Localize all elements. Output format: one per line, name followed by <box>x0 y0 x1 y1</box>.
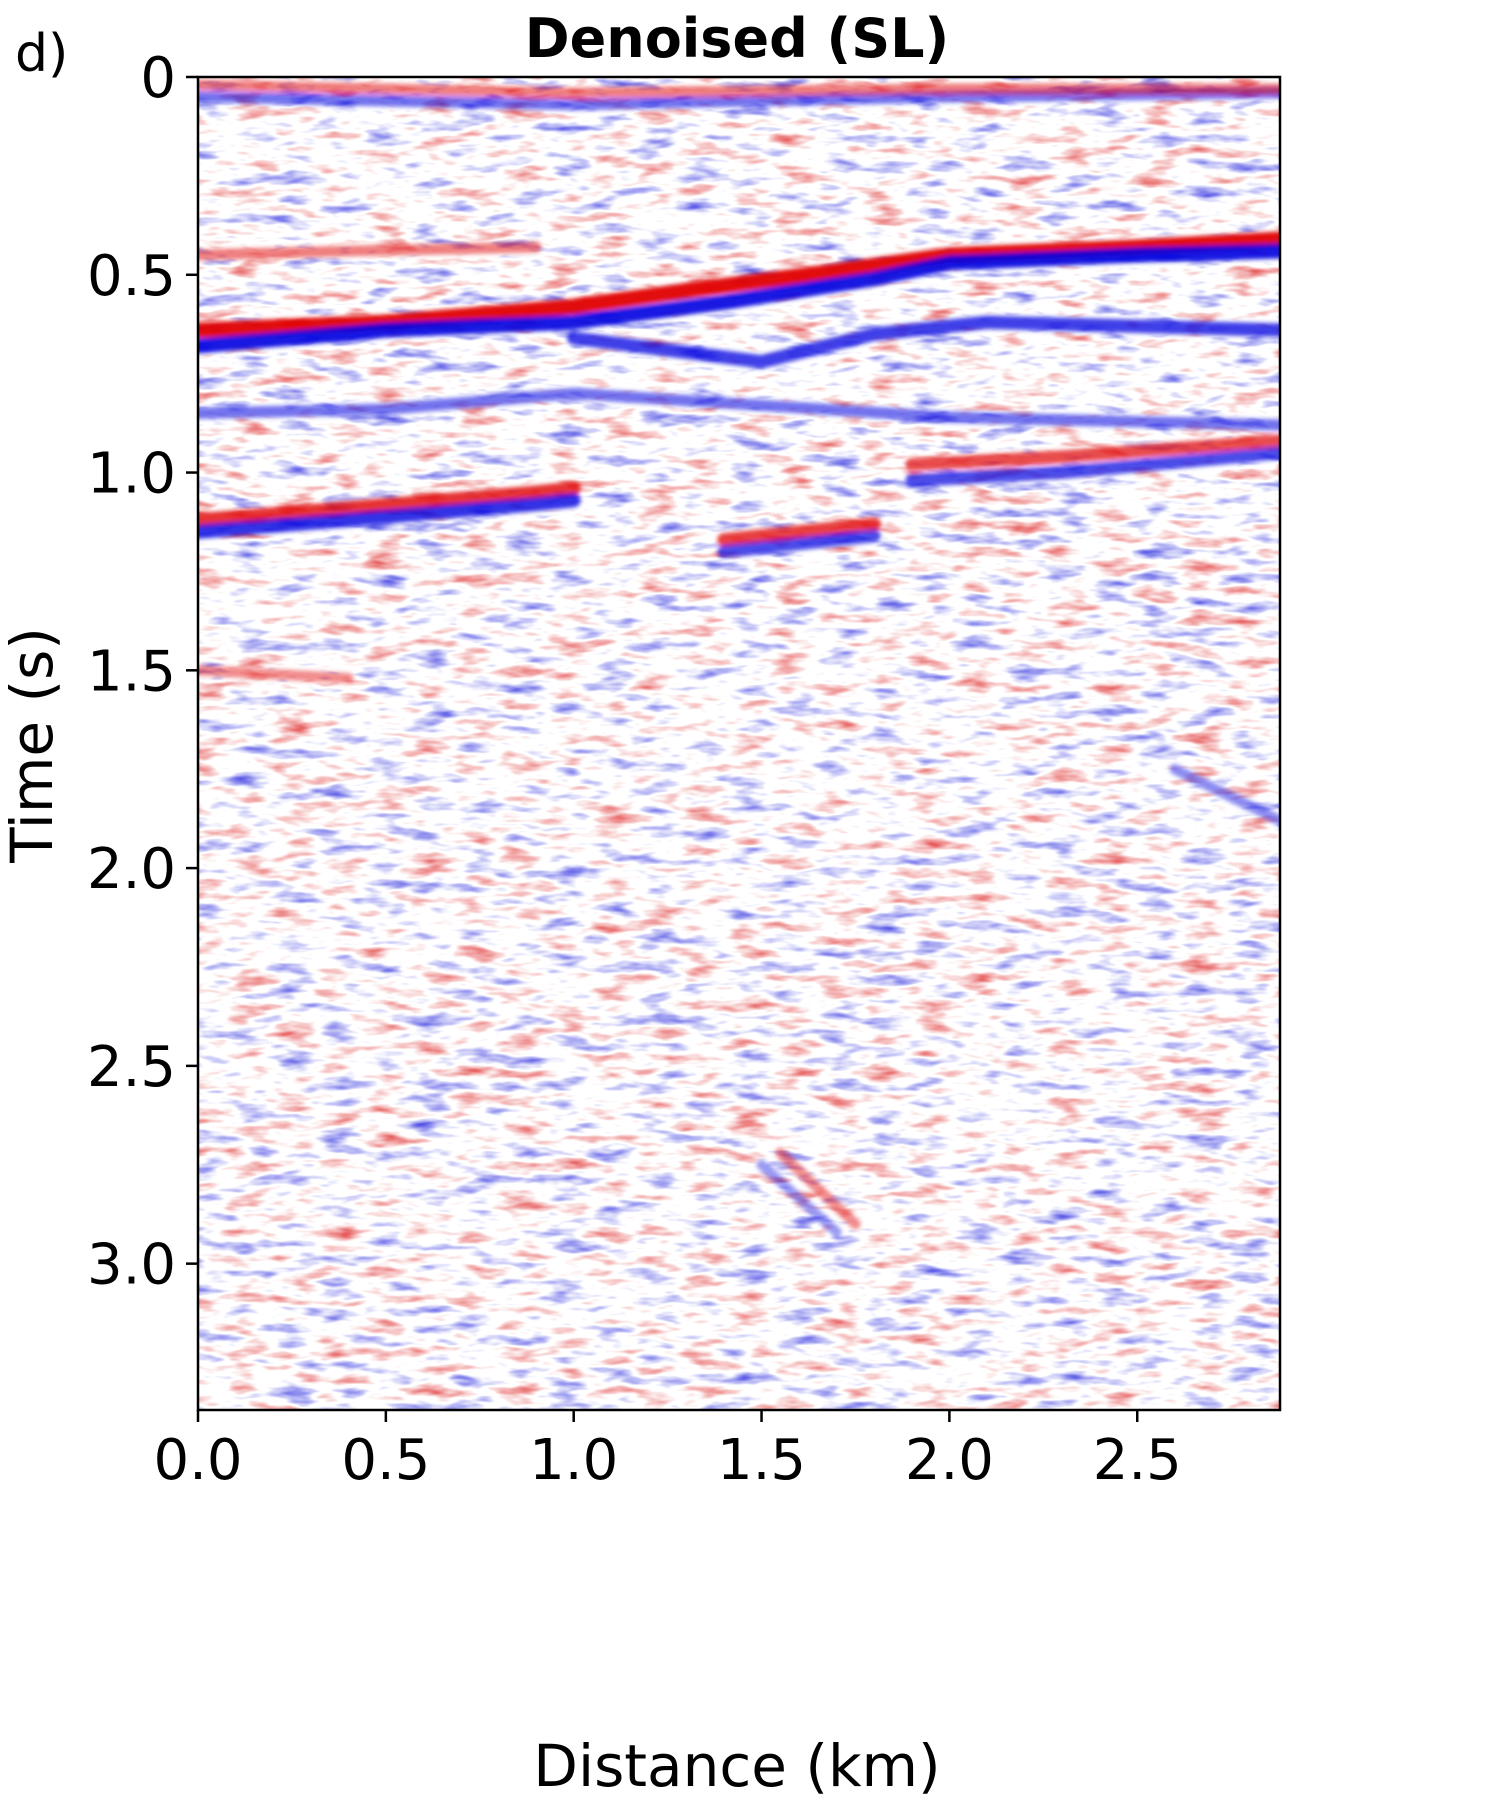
reflector-red-12 <box>198 241 542 261</box>
reflector-red-14 <box>198 665 354 684</box>
y-tick-label: 3.0 <box>87 1233 176 1298</box>
y-axis-label: Time (s) <box>0 627 66 864</box>
reflector-blue-9 <box>905 446 1280 487</box>
y-tick-label: 0.5 <box>87 244 176 309</box>
reflector-red-1 <box>198 231 1280 338</box>
reflector-blue-3 <box>566 315 1280 369</box>
y-axis: 0 0.5 1.0 1.5 2.0 2.5 3.0 <box>87 46 198 1298</box>
reflector-red-11 <box>198 79 1280 99</box>
x-tick-label: 2.5 <box>1093 1428 1182 1493</box>
reflector-blue-10 <box>198 87 1280 111</box>
reflector-layer <box>198 79 1280 1238</box>
x-tick-label: 1.0 <box>529 1428 618 1493</box>
x-tick-label: 1.5 <box>717 1428 806 1493</box>
reflector-red-6 <box>717 517 881 547</box>
panel-label: d) <box>15 24 68 84</box>
reflector-blue-15 <box>1169 763 1280 826</box>
y-tick-label: 1.5 <box>87 639 176 704</box>
reflector-blue-5 <box>198 493 581 539</box>
x-tick-label: 0.0 <box>153 1428 242 1493</box>
reflector-blue-13 <box>198 387 1280 431</box>
y-tick-label: 2.0 <box>87 837 176 902</box>
seismic-image <box>198 77 1280 1410</box>
plot-frame <box>196 75 1282 1412</box>
reflector-blue-17 <box>756 1159 842 1238</box>
y-tick-label: 0 <box>140 46 176 111</box>
x-tick-label: 2.0 <box>905 1428 994 1493</box>
reflector-red-16 <box>775 1147 861 1230</box>
reflector-blue-2 <box>198 243 1280 354</box>
chart-title: Denoised (SL) <box>525 7 949 70</box>
reflector-red-8 <box>905 434 1280 472</box>
reflector-red-4 <box>198 481 581 528</box>
reflector-blue-7 <box>717 529 881 559</box>
x-tick-label: 0.5 <box>341 1428 430 1493</box>
x-axis-label: Distance (km) <box>533 1732 940 1800</box>
y-tick-label: 2.5 <box>87 1035 176 1100</box>
x-axis: 0.0 0.5 1.0 1.5 2.0 2.5 <box>153 1410 1182 1493</box>
y-tick-label: 1.0 <box>87 442 176 507</box>
